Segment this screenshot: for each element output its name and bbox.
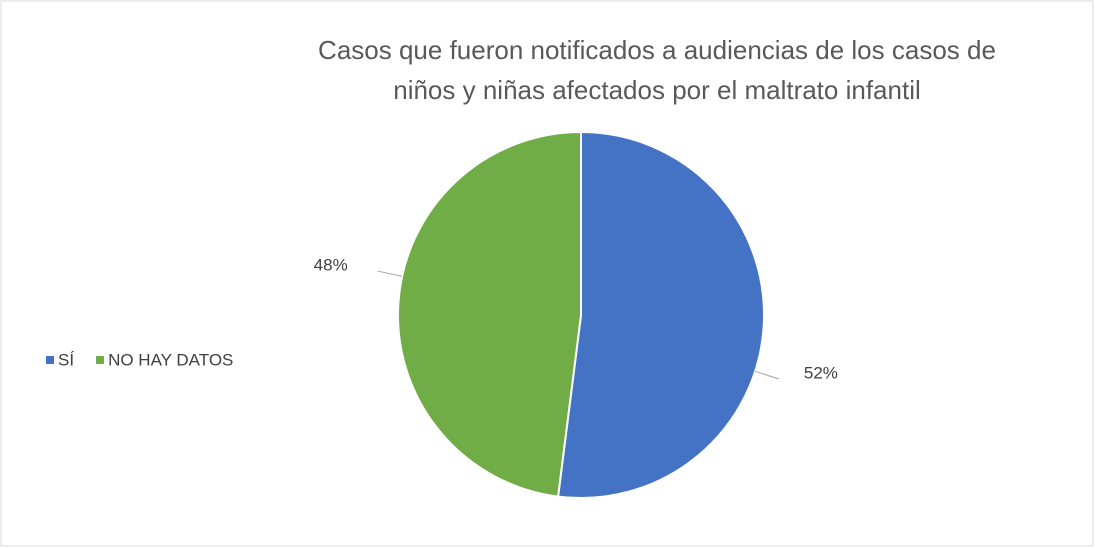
legend-swatch [96, 356, 105, 364]
chart-title: Casos que fueron notificados a audiencia… [318, 35, 996, 105]
pie-slice [556, 130, 765, 499]
leader-line [377, 270, 403, 277]
legend-label: SÍ [58, 350, 74, 369]
legend-label: NO HAY DATOS [108, 350, 233, 369]
data-label: 52% [804, 363, 838, 382]
leader-line [754, 370, 780, 380]
legend-swatch [46, 356, 54, 364]
pie-slice [397, 130, 582, 498]
data-label: 48% [314, 256, 348, 275]
